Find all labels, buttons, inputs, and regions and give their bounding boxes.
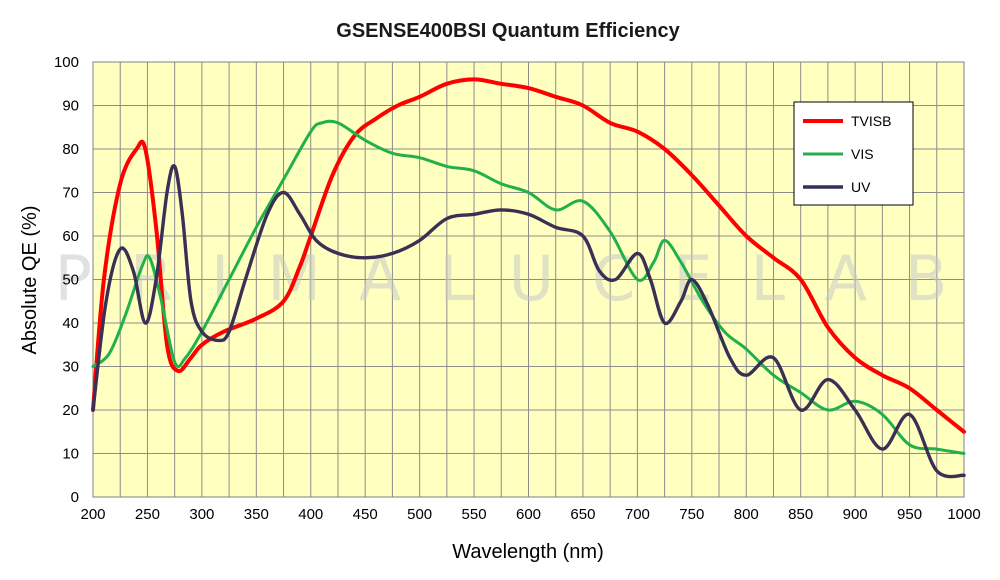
x-tick-label: 650 bbox=[570, 506, 595, 523]
x-axis-title: Wavelength (nm) bbox=[452, 541, 604, 563]
x-tick-label: 500 bbox=[407, 506, 432, 523]
x-tick-labels: 200 250 300 350 400 450 500 550 600 650 700 750 800 8… bbox=[80, 506, 980, 523]
y-tick-label: 20 bbox=[62, 402, 79, 419]
x-tick-label: 350 bbox=[244, 506, 269, 523]
y-tick-label: 50 bbox=[62, 272, 79, 289]
x-tick-label: 550 bbox=[462, 506, 487, 523]
legend: TVISB VIS UV bbox=[793, 101, 914, 206]
y-tick-label: 100 bbox=[54, 54, 79, 71]
y-tick-label: 40 bbox=[62, 315, 79, 332]
legend-label-tvisb: TVISB bbox=[851, 113, 891, 129]
series-line-tvisb bbox=[91, 77, 966, 434]
x-tick-label: 200 bbox=[80, 506, 105, 523]
y-tick-label: 30 bbox=[62, 359, 79, 376]
y-tick-label: 70 bbox=[62, 185, 79, 202]
y-tick-label: 60 bbox=[62, 228, 79, 245]
x-tick-label: 800 bbox=[734, 506, 759, 523]
x-tick-label: 750 bbox=[679, 506, 704, 523]
chart-title: GSENSE400BSI Quantum Efficiency bbox=[336, 20, 680, 42]
legend-label-uv: UV bbox=[851, 179, 871, 195]
plot-border bbox=[92, 61, 965, 498]
x-tick-label: 250 bbox=[135, 506, 160, 523]
x-tick-label: 300 bbox=[189, 506, 214, 523]
series-lines bbox=[91, 77, 966, 479]
x-tick-label: 900 bbox=[843, 506, 868, 523]
y-tick-label: 80 bbox=[62, 141, 79, 158]
legend-label-vis: VIS bbox=[851, 146, 874, 162]
y-tick-labels: 0 10 20 30 40 50 60 70 80 90 100 bbox=[54, 54, 79, 506]
x-tick-label: 600 bbox=[516, 506, 541, 523]
x-tick-label: 400 bbox=[298, 506, 323, 523]
y-tick-label: 0 bbox=[71, 489, 79, 506]
watermark-text: PRIMALUCELAB bbox=[55, 242, 986, 315]
y-tick-label: 90 bbox=[62, 98, 79, 115]
x-tick-label: 700 bbox=[625, 506, 650, 523]
x-tick-label: 1000 bbox=[947, 506, 980, 523]
x-tick-label: 450 bbox=[353, 506, 378, 523]
x-tick-label: 950 bbox=[897, 506, 922, 523]
series-line-uv bbox=[91, 164, 966, 479]
y-axis-title: Absolute QE (%) bbox=[19, 206, 41, 355]
y-tick-label: 10 bbox=[62, 446, 79, 463]
x-tick-label: 850 bbox=[788, 506, 813, 523]
